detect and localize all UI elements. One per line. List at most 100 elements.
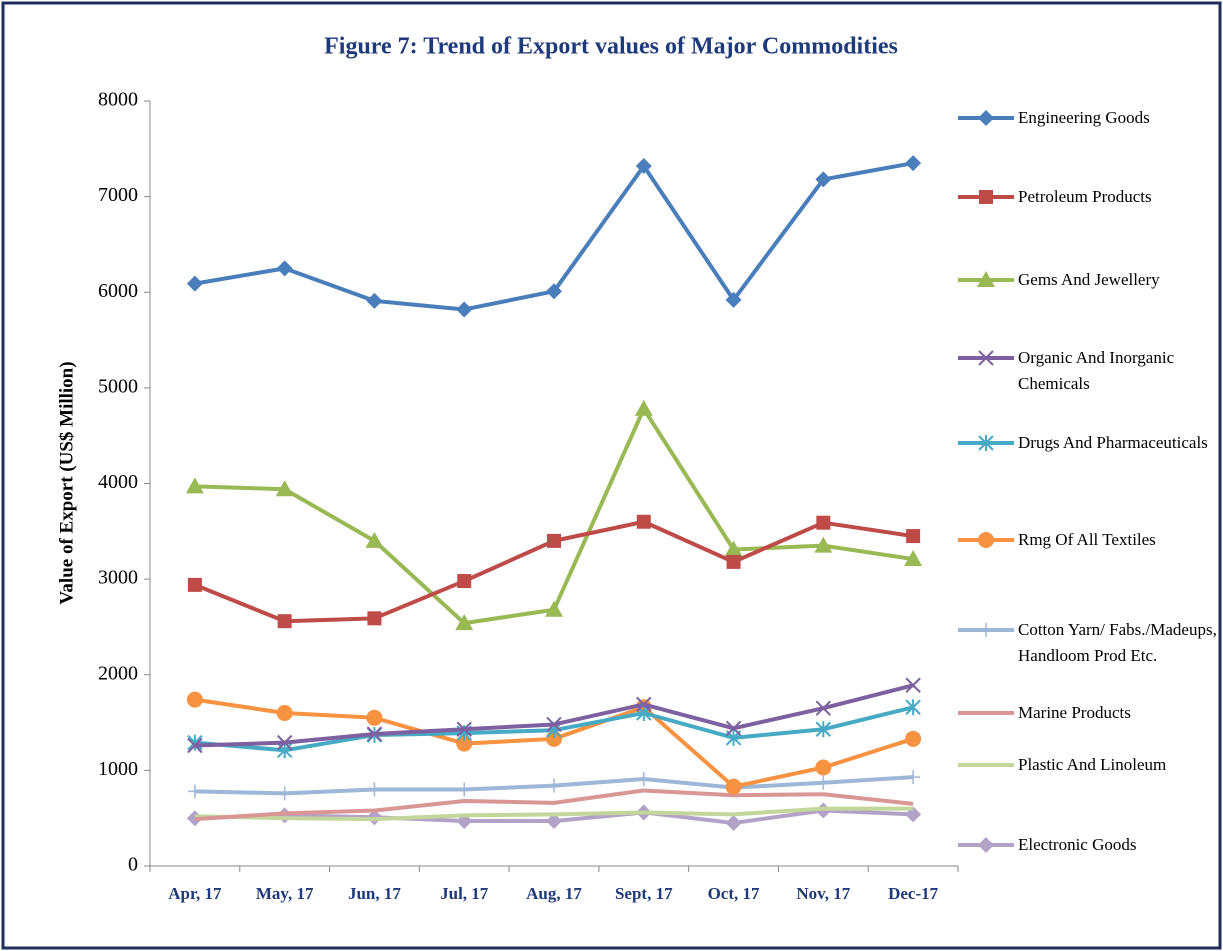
- marker: [276, 734, 293, 751]
- marker: [905, 677, 921, 693]
- marker: [546, 813, 562, 830]
- marker: [547, 533, 561, 548]
- marker: [906, 529, 921, 544]
- marker: [905, 730, 922, 747]
- legend-label: Plastic And Linoleum: [1018, 755, 1167, 774]
- marker: [366, 292, 383, 309]
- legend-label: Petroleum Products: [1018, 187, 1152, 206]
- marker: [978, 837, 994, 853]
- marker: [725, 778, 742, 795]
- x-tick-label: May, 17: [256, 884, 314, 903]
- y-tick-label: 3000: [98, 567, 138, 589]
- x-tick-label: Sept, 17: [615, 884, 673, 903]
- marker: [276, 705, 293, 721]
- marker: [366, 726, 383, 742]
- x-tick-label: Aug, 17: [526, 884, 582, 903]
- marker: [634, 399, 653, 416]
- marker: [456, 721, 472, 737]
- marker: [977, 271, 995, 287]
- marker: [545, 600, 563, 617]
- marker: [456, 735, 473, 752]
- marker: [905, 155, 922, 172]
- series-line: [194, 788, 914, 822]
- marker: [978, 435, 994, 451]
- marker: [979, 190, 993, 204]
- marker: [185, 477, 204, 494]
- x-tick-label: Jun, 17: [348, 884, 401, 903]
- marker: [546, 283, 562, 300]
- marker: [726, 554, 741, 569]
- legend-label: Marine Products: [1018, 703, 1131, 722]
- y-tick-label: 1000: [98, 758, 138, 780]
- marker: [456, 301, 473, 318]
- marker: [366, 709, 383, 726]
- series-line: [194, 806, 914, 822]
- marker: [275, 480, 294, 497]
- x-tick-label: Oct, 17: [708, 884, 760, 903]
- marker: [815, 759, 832, 776]
- marker: [724, 540, 743, 557]
- marker: [635, 158, 652, 175]
- marker: [816, 775, 831, 790]
- legend-label: Gems And Jewellery: [1018, 270, 1160, 289]
- marker: [277, 786, 292, 801]
- marker: [547, 778, 561, 793]
- marker: [725, 720, 742, 737]
- marker: [816, 515, 831, 530]
- marker: [186, 275, 203, 292]
- y-tick-label: 0: [128, 854, 138, 876]
- x-tick-label: Nov, 17: [796, 884, 850, 903]
- y-tick-label: 5000: [98, 375, 138, 397]
- marker: [277, 614, 292, 629]
- marker: [367, 782, 382, 797]
- y-tick-label: 4000: [98, 471, 138, 493]
- marker: [815, 171, 832, 188]
- marker: [815, 721, 832, 738]
- series-line: [194, 406, 914, 626]
- y-tick-label: 8000: [98, 89, 138, 111]
- marker: [725, 291, 742, 308]
- x-tick-label: Dec-17: [888, 884, 939, 903]
- marker: [546, 716, 562, 733]
- marker: [636, 696, 652, 713]
- marker: [906, 770, 921, 785]
- marker: [457, 782, 472, 797]
- marker: [276, 260, 293, 277]
- y-axis-label: Value of Export (US$ Million): [56, 361, 77, 604]
- marker: [276, 742, 293, 759]
- legend-label: Drugs And Pharmaceuticals: [1018, 433, 1208, 452]
- marker: [978, 532, 994, 548]
- marker: [815, 700, 832, 716]
- marker: [187, 577, 202, 592]
- marker: [455, 614, 474, 631]
- legend-label: Electronic Goods: [1018, 835, 1137, 854]
- y-tick-label: 6000: [98, 280, 138, 302]
- y-tick-label: 2000: [98, 662, 138, 684]
- marker: [187, 784, 202, 799]
- marker: [978, 110, 994, 126]
- marker: [457, 574, 472, 589]
- marker: [725, 814, 742, 831]
- marker: [367, 611, 382, 626]
- marker: [814, 536, 833, 553]
- marker: [905, 699, 921, 716]
- legend-label: Cotton Yarn/ Fabs./Madeups, Handloom Pro…: [1018, 620, 1217, 665]
- legend-label: Organic And Inorganic Chemicals: [1018, 348, 1175, 393]
- marker: [187, 737, 203, 754]
- legend-label: Rmg Of All Textiles: [1018, 530, 1156, 549]
- legend-label: Engineering Goods: [1018, 108, 1150, 127]
- marker: [636, 514, 651, 529]
- marker: [365, 531, 384, 548]
- marker: [979, 623, 993, 637]
- marker: [636, 771, 651, 786]
- x-tick-label: Jul, 17: [440, 884, 489, 903]
- marker: [904, 550, 923, 567]
- y-tick-label: 7000: [98, 184, 138, 206]
- chart-title: Figure 7: Trend of Export values of Majo…: [324, 34, 898, 60]
- marker: [978, 350, 994, 366]
- x-tick-label: Apr, 17: [168, 884, 222, 903]
- marker: [186, 691, 203, 708]
